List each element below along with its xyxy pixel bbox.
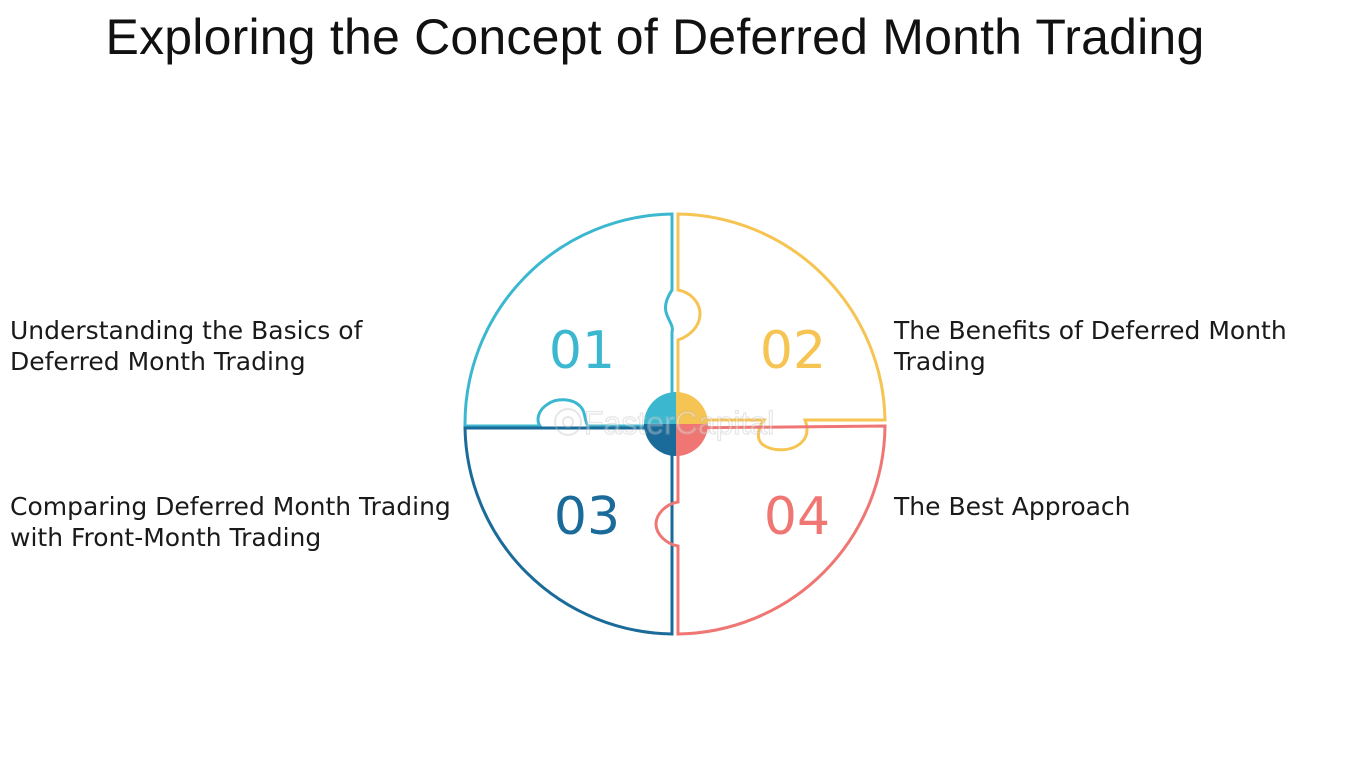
puzzle-piece-4 [654,424,887,636]
center-quarter-4 [676,424,708,456]
piece-2-label-line-2: Trading [894,347,986,376]
center-quarter-1 [644,392,676,424]
piece-2-label: The Benefits of Deferred Month Trading [894,315,1287,377]
piece-1-label-line-2: Deferred Month Trading [10,347,306,376]
puzzle-circle-diagram: 01 02 03 04 FasterCapital [463,212,887,636]
piece-2-label-line-1: The Benefits of Deferred Month [894,316,1287,345]
piece-4-label-line-1: The Best Approach [894,492,1131,521]
puzzle-piece-3 [463,426,674,636]
piece-3-label-line-2: with Front-Month Trading [10,523,322,552]
puzzle-piece-2 [676,212,887,452]
piece-3-label-line-1: Comparing Deferred Month Trading [10,492,451,521]
piece-4-label: The Best Approach [894,491,1131,522]
piece-1-label-line-1: Understanding the Basics of [10,316,363,345]
piece-3-label: Comparing Deferred Month Trading with Fr… [10,491,451,553]
center-quarter-2 [676,392,708,424]
watermark-text: FasterCapital [584,405,774,441]
piece-3-number: 03 [554,487,620,547]
piece-1-label: Understanding the Basics of Deferred Mon… [10,315,362,377]
piece-2-number: 02 [760,321,826,381]
piece-4-number: 04 [764,487,830,547]
puzzle-piece-1 [463,212,674,428]
gear-icon [554,408,582,436]
page-title: Exploring the Concept of Deferred Month … [105,9,1205,65]
watermark: FasterCapital [554,404,775,442]
piece-1-number: 01 [549,321,615,381]
center-quarter-3 [644,424,676,456]
